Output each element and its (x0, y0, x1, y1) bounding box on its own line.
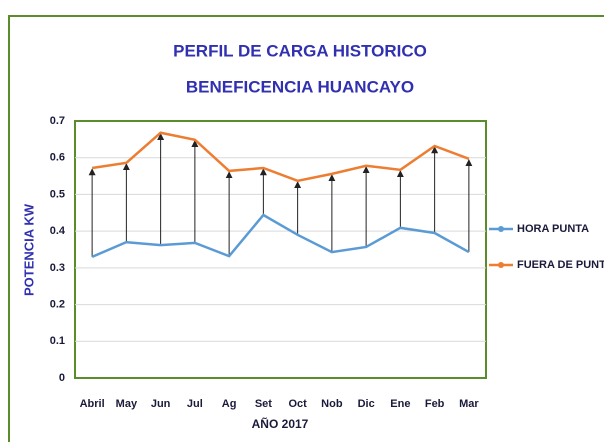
y-axis-label: POTENCIA KW (21, 203, 36, 296)
x-axis-label: AÑO 2017 (252, 416, 309, 431)
y-tick-label: 0.3 (50, 262, 65, 274)
y-tick-label: 0.4 (50, 225, 66, 237)
x-tick-label: Mar (459, 398, 479, 410)
legend-label: FUERA DE PUNT (517, 259, 604, 271)
y-tick-label: 0.2 (50, 298, 65, 310)
x-tick-label: Ene (390, 398, 410, 410)
y-tick-label: 0.5 (50, 188, 65, 200)
x-tick-label: Jun (151, 398, 171, 410)
x-tick-label: Nob (321, 398, 343, 410)
series-line (91, 131, 470, 183)
chart-title: PERFIL DE CARGA HISTORICO (173, 41, 427, 60)
x-tick-label: Oct (288, 398, 307, 410)
series-line (91, 213, 470, 258)
y-tick-label: 0 (59, 372, 65, 384)
plot-frame (74, 120, 487, 379)
x-tick-label: Abril (80, 398, 105, 410)
legend-marker (498, 226, 504, 232)
legend-label: HORA PUNTA (517, 223, 589, 235)
x-tick-label: Ag (222, 398, 237, 410)
x-tick-label: Set (255, 398, 272, 410)
x-tick-label: May (116, 398, 138, 410)
chart-title: BENEFICENCIA HUANCAYO (186, 77, 414, 96)
x-tick-label: Dic (358, 398, 375, 410)
legend-marker (498, 262, 504, 268)
x-tick-label: Feb (425, 398, 445, 410)
y-tick-label: 0.6 (50, 152, 65, 164)
y-tick-label: 0.1 (50, 335, 65, 347)
x-tick-label: Jul (187, 398, 203, 410)
y-tick-label: 0.7 (50, 115, 65, 127)
